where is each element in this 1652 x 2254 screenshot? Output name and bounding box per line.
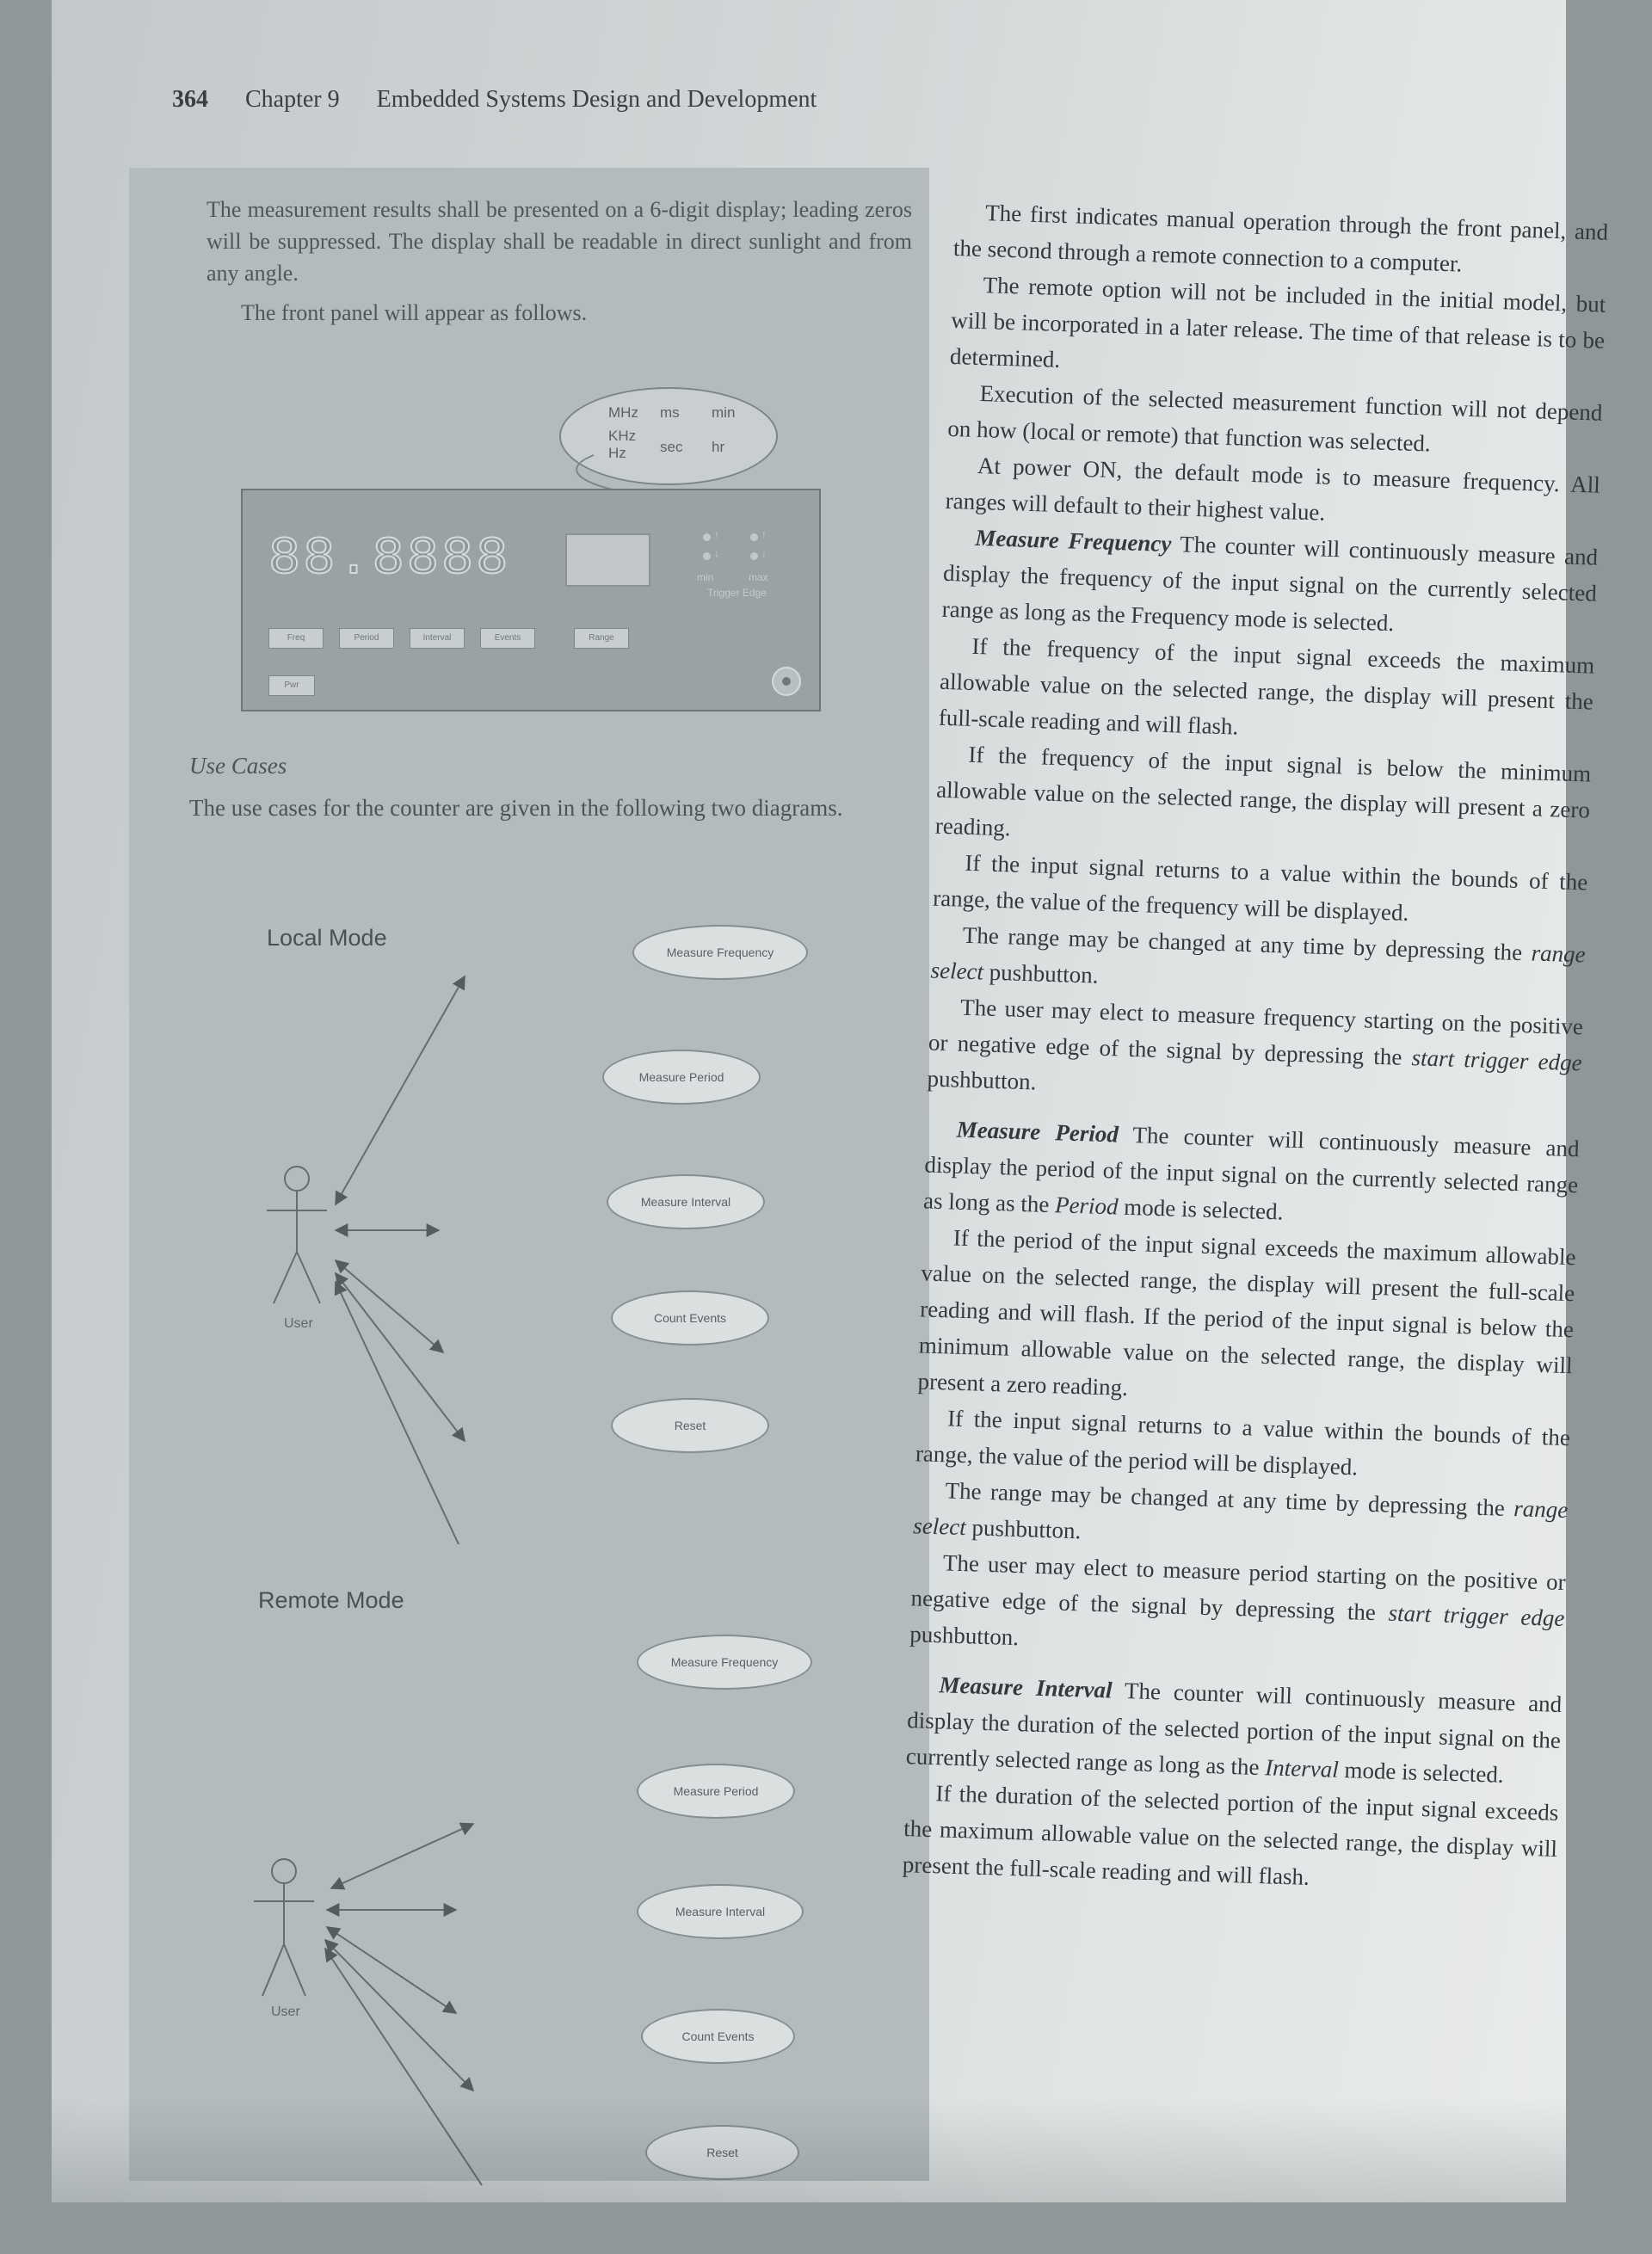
local-reset: Reset [611,1398,769,1453]
trigger-arrow-2: ↓ [714,547,719,559]
unit-min: min [712,404,736,421]
unit-hr: hr [712,439,725,455]
body-paragraph: Measure Period The counter will continuo… [922,1116,1580,1225]
remote-reset: Reset [645,2125,799,2180]
remote-measure-frequency: Measure Frequency [637,1635,812,1690]
measure-period-heading: Measure Period [956,1116,1119,1148]
range-button[interactable]: Range [574,628,629,649]
units-window [565,533,650,587]
body-paragraph: If the frequency of the input signal exc… [938,632,1595,740]
unit-sec: sec [660,439,683,455]
period-button[interactable]: Period [339,628,394,649]
chapter-label: Chapter 9 [245,86,340,113]
six-digit-display: 88.8888 [268,528,511,590]
body-paragraph: The user may elect to measure frequency … [927,994,1584,1095]
local-mode-diagram: Local Mode [129,890,929,1544]
page-number: 364 [172,86,208,113]
unit-khz: KHz [608,428,637,444]
body-paragraph: If the period of the input signal exceed… [917,1224,1576,1401]
book-title: Embedded Systems Design and Development [376,86,817,113]
measure-interval-heading: Measure Interval [939,1672,1113,1703]
running-header: 364 Chapter 9 Embedded Systems Design an… [172,86,817,114]
label-max: max [749,571,768,583]
local-measure-interval: Measure Interval [607,1174,765,1229]
trigger-led-down-max [750,552,758,560]
remote-mode-diagram: Remote Mode User Measure Frequency Measu [129,1549,929,2254]
trigger-led-down-min [703,552,711,560]
remote-mode-connectors [254,1822,483,2186]
remote-count-events: Count Events [641,2009,795,2064]
trigger-arrow-4: ↓ [761,547,767,559]
trigger-arrow-3: ↑ [761,528,767,540]
front-panel-intro: The front panel will appear as follows. [241,300,588,325]
front-panel: 88.8888 ↑ ↓ ↑ ↓ min max Trigger Edge Fre… [241,489,821,711]
display-requirement-paragraph: The measurement results shall be present… [206,197,912,286]
trigger-arrow-1: ↑ [714,528,719,540]
interval-button[interactable]: Interval [410,628,465,649]
trigger-led-up-max [750,533,758,541]
remote-measure-period: Measure Period [637,1764,795,1819]
unit-ms: ms [660,404,680,421]
events-button[interactable]: Events [480,628,535,649]
local-actor-label: User [284,1316,313,1331]
unit-hz: Hz [608,445,626,461]
freq-button[interactable]: Freq [268,628,324,649]
unit-mhz: MHz [608,404,638,421]
body-paragraph: Measure Interval The counter will contin… [905,1672,1563,1788]
label-trigger-edge: Trigger Edge [707,587,767,599]
body-text-column: The first indicates manual operation thr… [902,194,1608,1903]
power-button[interactable]: Pwr [268,675,315,696]
remote-mode-title: Remote Mode [258,1587,404,1613]
body-paragraph: The user may elect to measure period sta… [909,1549,1567,1651]
use-cases-intro: The use cases for the counter are given … [189,795,843,821]
local-measure-frequency: Measure Frequency [632,925,808,980]
requirements-sidebar: The measurement results shall be present… [129,168,929,2186]
body-paragraph: If the duration of the selected portion … [902,1780,1559,1890]
local-count-events: Count Events [611,1290,769,1346]
trigger-led-up-min [703,533,711,541]
local-mode-title: Local Mode [267,925,387,951]
body-paragraph: The remote option will not be included i… [949,272,1606,373]
local-mode-connectors [267,975,465,1544]
local-measure-period: Measure Period [602,1050,761,1105]
use-cases-heading: Use Cases [189,753,287,779]
units-callout: MHz ms min KHz sec hr Hz [559,387,778,485]
input-connector [772,667,801,696]
body-paragraph: If the frequency of the input signal is … [934,741,1592,841]
remote-actor-label: User [271,2005,300,2019]
measure-frequency-heading: Measure Frequency [974,524,1172,557]
book-page: 364 Chapter 9 Embedded Systems Design an… [52,0,1608,2202]
remote-measure-interval: Measure Interval [637,1884,804,1939]
label-min: min [697,571,714,583]
body-paragraph: Measure Frequency The counter will conti… [941,524,1599,637]
